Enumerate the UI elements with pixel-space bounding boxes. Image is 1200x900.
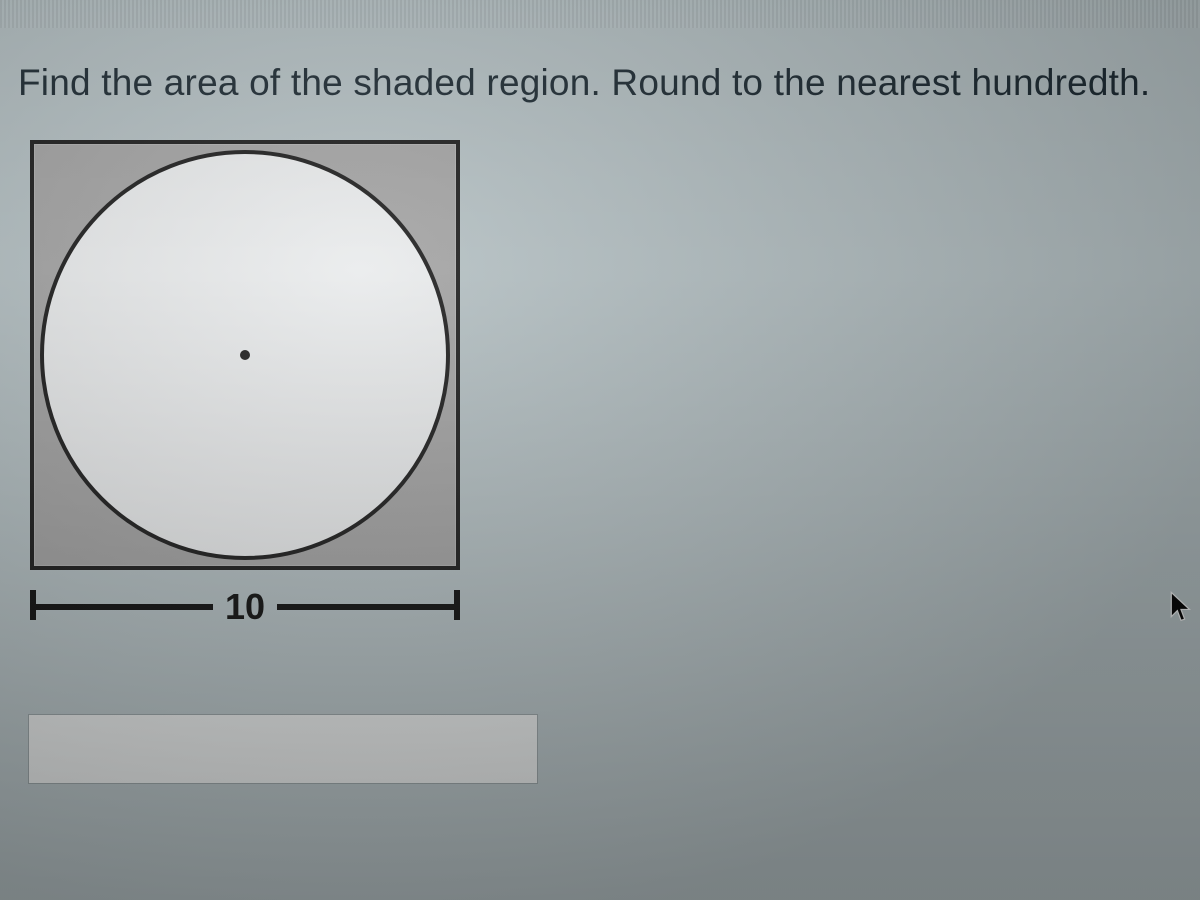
outer-square: [30, 140, 460, 570]
question-text: Find the area of the shaded region. Roun…: [18, 62, 1150, 104]
geometry-figure: 10: [30, 140, 470, 630]
cursor-icon: [1168, 590, 1194, 624]
dimension-line: 10: [30, 586, 460, 630]
dim-segment-left: [30, 604, 213, 610]
answer-input[interactable]: [28, 714, 538, 784]
circle-center-dot: [240, 350, 250, 360]
dim-tick-right: [454, 590, 460, 620]
dim-segment-right: [277, 604, 460, 610]
dim-label: 10: [215, 586, 275, 628]
